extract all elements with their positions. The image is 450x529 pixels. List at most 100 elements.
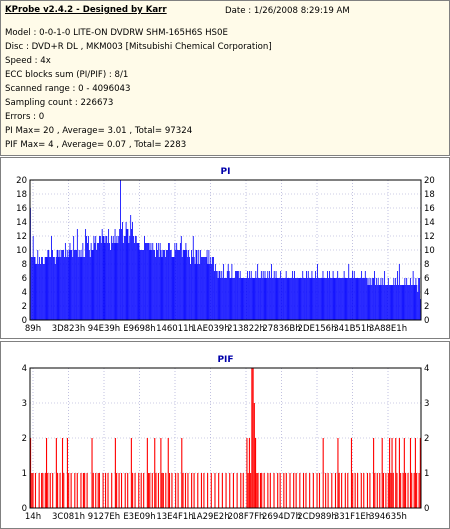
- y-tick-label-left: 16: [16, 204, 27, 214]
- bar: [221, 473, 223, 508]
- bar: [134, 473, 136, 508]
- bar: [191, 473, 193, 508]
- bar: [413, 473, 415, 508]
- bar: [172, 257, 174, 320]
- bar: [252, 368, 254, 508]
- x-tick-label: 3D823h: [52, 324, 86, 334]
- bar: [288, 278, 290, 320]
- bar: [64, 257, 65, 320]
- bar: [235, 271, 236, 320]
- bar: [225, 278, 227, 320]
- bar: [364, 271, 366, 320]
- bar: [179, 243, 181, 320]
- bar: [413, 285, 415, 320]
- bar: [74, 473, 76, 508]
- bar: [173, 257, 175, 320]
- bar: [325, 278, 327, 320]
- bar: [201, 257, 202, 320]
- bar: [79, 257, 81, 320]
- y-tick-label-right: 3: [424, 399, 429, 409]
- bar: [198, 250, 200, 320]
- bar: [409, 438, 412, 508]
- bar: [184, 250, 186, 320]
- bar: [61, 250, 63, 320]
- bar: [305, 278, 306, 320]
- bar: [360, 278, 362, 320]
- x-tick-label: 13E4F1h: [156, 512, 193, 522]
- bar: [399, 285, 401, 320]
- bar: [294, 278, 296, 320]
- bar: [358, 278, 360, 320]
- pif-chart: PIF 0 0 1 1 2 2 3 3 4 4 14h 3C081h 9127Eh E3E09h 13E4F1…: [22, 355, 430, 522]
- bar: [262, 271, 264, 320]
- bar: [298, 278, 300, 320]
- x-tick-label: 331F1Eh: [334, 512, 371, 522]
- bar: [130, 438, 132, 508]
- bar: [136, 243, 138, 320]
- bar: [380, 278, 382, 320]
- bar: [92, 473, 94, 508]
- bar: [318, 278, 320, 320]
- bar: [362, 278, 363, 320]
- x-tick-label: 27836Bh: [262, 324, 300, 334]
- bar: [210, 473, 212, 508]
- bar: [383, 285, 385, 320]
- bar: [306, 278, 308, 320]
- bar: [275, 271, 277, 320]
- bar: [218, 271, 220, 320]
- y-tick-label-right: 16: [424, 204, 435, 214]
- bar: [351, 278, 352, 320]
- bar: [56, 250, 58, 320]
- bar: [222, 278, 224, 320]
- bar: [73, 236, 75, 320]
- bar: [418, 278, 420, 320]
- bar: [302, 473, 305, 508]
- bar: [65, 257, 67, 320]
- bar: [251, 278, 253, 320]
- bar: [36, 264, 38, 320]
- bar: [400, 285, 402, 320]
- bar: [236, 473, 238, 508]
- bar: [240, 473, 242, 508]
- bar: [395, 438, 397, 508]
- bar: [47, 250, 49, 320]
- bar: [225, 473, 227, 508]
- bar: [347, 278, 349, 320]
- bar: [78, 250, 80, 320]
- bar: [160, 250, 162, 320]
- bar: [76, 473, 78, 508]
- bar: [143, 473, 145, 508]
- bar: [151, 250, 153, 320]
- bar: [30, 257, 32, 320]
- bar: [103, 236, 105, 320]
- bar: [388, 285, 390, 320]
- bar: [369, 285, 371, 320]
- x-tick-label: 208F7Fh: [228, 512, 265, 522]
- bar: [127, 229, 129, 320]
- x-tick-label: 94E39h: [88, 324, 120, 334]
- bar: [44, 257, 46, 320]
- bar: [185, 243, 187, 320]
- bar: [376, 473, 378, 508]
- bar: [244, 278, 246, 320]
- pif-chart-panel: PIF 0 0 1 1 2 2 3 3 4 4 14h 3C081h 9127Eh E3E09h 13E4F1…: [0, 341, 450, 529]
- bar: [246, 278, 248, 320]
- bar: [375, 278, 377, 320]
- bar: [417, 292, 419, 320]
- bar: [261, 278, 263, 320]
- bar: [390, 473, 392, 508]
- bar: [360, 473, 362, 508]
- bar: [145, 243, 146, 320]
- bar: [387, 278, 389, 320]
- bar: [108, 229, 110, 320]
- bar: [315, 271, 317, 320]
- bar: [161, 473, 163, 508]
- bar: [354, 473, 356, 508]
- y-tick-label-left: 10: [16, 246, 27, 256]
- bar: [354, 278, 356, 320]
- bar: [389, 438, 391, 508]
- y-tick-label-left: 4: [22, 288, 27, 298]
- bar: [32, 236, 34, 320]
- pi-chart-panel: PI 0 0 2 2 4 4 6 6 8 8 10 10 12 12 14 14 16 16 18 18 20 20 89h 3…: [0, 157, 450, 339]
- bar: [419, 278, 420, 320]
